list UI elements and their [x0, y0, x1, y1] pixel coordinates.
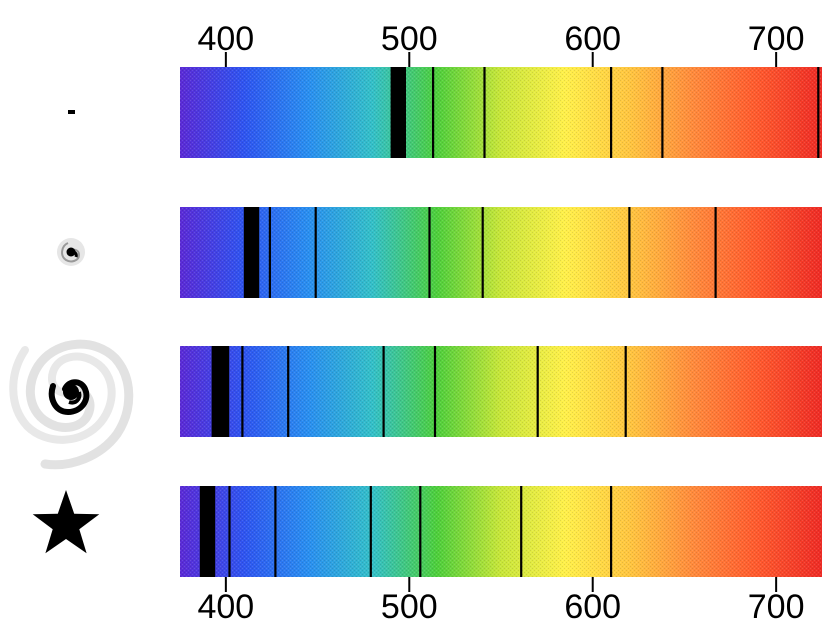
absorption-line: [610, 67, 613, 158]
large-spiral-galaxy-icon: [9, 339, 134, 470]
absorption-line: [432, 67, 435, 158]
absorption-line: [369, 486, 372, 577]
tick-label: 400: [197, 20, 254, 58]
spectrum-texture: [180, 207, 822, 298]
absorption-line: [817, 67, 820, 158]
spectrum-row-2: [180, 207, 822, 298]
spectrum-row-3: [180, 346, 822, 437]
absorption-line: [628, 207, 631, 298]
absorption-line: [661, 67, 664, 158]
absorption-line: [314, 207, 317, 298]
tick-label: 700: [748, 20, 805, 58]
absorption-line: [520, 486, 523, 577]
spectrum-row-1: [180, 67, 822, 158]
star-icon: [32, 490, 100, 554]
absorption-line: [396, 67, 404, 158]
absorption-line: [382, 346, 385, 437]
spectrum-texture: [180, 486, 822, 577]
tick-label: 700: [748, 588, 805, 626]
absorption-line: [610, 486, 613, 577]
spectrum-row-4: [180, 486, 822, 577]
absorption-line: [536, 346, 539, 437]
absorption-line: [481, 207, 484, 298]
absorption-line: [241, 346, 244, 437]
tick-label: 400: [197, 588, 254, 626]
tick-label: 500: [381, 588, 438, 626]
absorption-line: [714, 207, 717, 298]
absorption-line: [243, 207, 260, 298]
spectrum-texture: [180, 67, 822, 158]
absorption-line: [624, 346, 627, 437]
absorption-line: [199, 486, 216, 577]
dot-icon: [68, 110, 75, 114]
tick-label: 500: [381, 20, 438, 58]
tick-label: 600: [564, 588, 621, 626]
absorption-line: [483, 67, 486, 158]
absorption-line: [228, 486, 231, 577]
absorption-line: [268, 207, 271, 298]
absorption-line: [274, 486, 277, 577]
absorption-line: [394, 67, 399, 158]
absorption-line: [428, 207, 431, 298]
absorption-line: [211, 346, 230, 437]
absorption-line: [419, 486, 422, 577]
absorption-line: [390, 67, 395, 158]
spectrum-texture: [180, 346, 822, 437]
spectra: [180, 67, 822, 577]
top-axis: 400 500 600 700: [197, 20, 805, 67]
tick-label: 600: [564, 20, 621, 58]
absorption-line: [433, 346, 437, 437]
small-spiral-galaxy-icon: [57, 238, 85, 266]
absorption-line: [401, 67, 406, 158]
absorption-line: [287, 346, 290, 437]
bottom-axis: 400 500 600 700: [197, 577, 805, 626]
